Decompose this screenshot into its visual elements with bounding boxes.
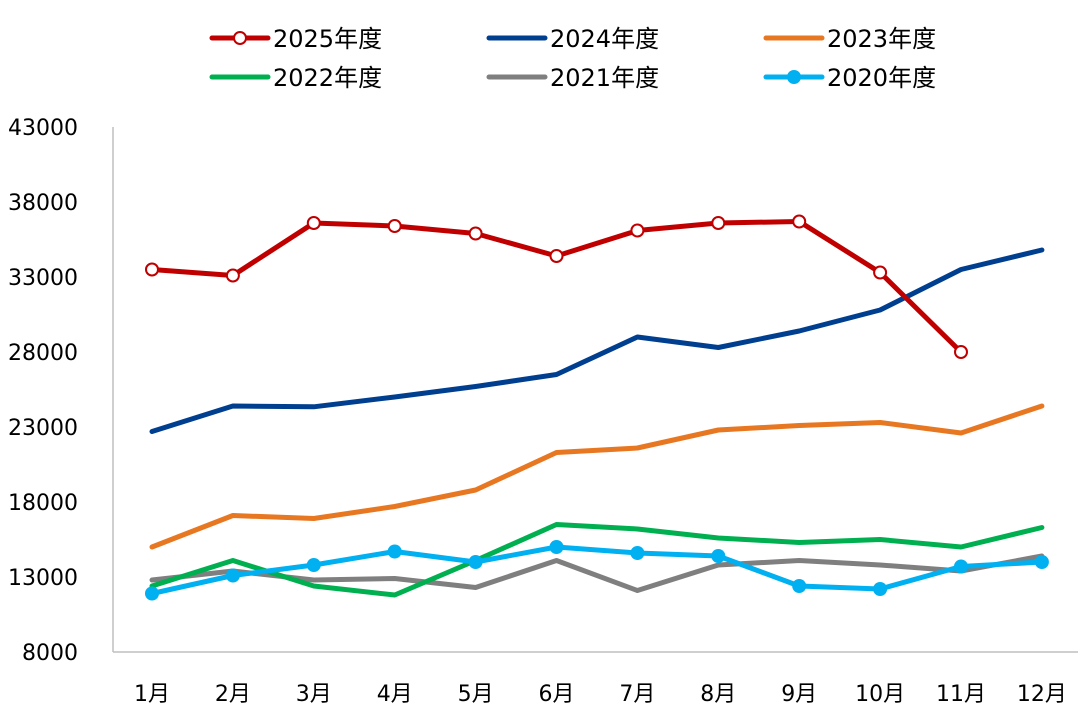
legend-marker [233,31,247,45]
data-point [549,249,564,263]
data-point [954,345,968,359]
legend-item-2022: 2022年度 [209,64,382,92]
legend-item-2024: 2024年度 [486,25,659,53]
series-line-2020 [149,544,1045,596]
legend-item-2025: 2025年度 [209,25,382,53]
series-line-2024 [149,247,1045,434]
legend-item-2020: 2020年度 [763,64,936,92]
x-tick-label: 7月 [619,682,655,707]
data-point [387,544,402,559]
series-line-2022 [149,522,1045,598]
legend-item-2023: 2023年度 [763,25,936,53]
data-point [468,555,483,569]
series-2024 [149,247,1045,434]
x-tick-label: 9月 [781,682,817,707]
plot-area [145,214,1049,601]
data-point [630,546,645,560]
series-2025 [145,214,968,359]
legend-marker [787,70,801,84]
data-point [225,268,240,283]
data-point [225,568,240,583]
series-2022 [149,522,1045,598]
data-point [145,586,159,601]
legend: 2025年度 2024年度 2023年度 2022年度 2021年度 2020年度 [209,25,936,92]
x-tick-label: 3月 [296,682,332,707]
legend-label: 2024年度 [550,25,659,53]
legend-label: 2020年度 [827,64,936,92]
x-axis: 1月 2月 3月 4月 5月 6月 7月 8月 9月 10月 11月 12月 [113,651,1078,707]
data-point [792,579,807,593]
y-tick-label: 38000 [8,191,78,216]
data-point [711,216,726,230]
series-line-2025 [149,219,964,355]
x-tick-label: 4月 [377,682,413,707]
legend-label: 2025年度 [273,25,382,53]
y-tick-label: 33000 [8,266,78,291]
data-point [630,223,645,238]
y-tick-label: 43000 [8,116,78,141]
data-point [873,582,888,596]
data-point [306,216,321,230]
data-point [145,262,159,277]
series-line-2021 [149,553,1045,593]
data-point [387,219,402,233]
y-axis: 43000 38000 33000 28000 23000 18000 13000 8000 [8,116,114,666]
data-point [792,214,807,229]
y-tick-label: 18000 [8,491,78,516]
legend-item-2021: 2021年度 [486,64,659,92]
x-tick-label: 5月 [458,682,494,707]
legend-label: 2023年度 [827,25,936,53]
data-point [306,558,321,572]
y-tick-label: 23000 [8,416,78,441]
x-tick-label: 10月 [855,682,905,707]
x-tick-label: 8月 [700,682,736,707]
data-point [1034,555,1049,569]
y-tick-label: 28000 [8,341,78,366]
series-line-2023 [149,403,1045,550]
legend-label: 2022年度 [273,64,382,92]
data-point [873,265,888,280]
series-2020 [145,540,1049,601]
legend-label: 2021年度 [550,64,659,92]
y-tick-label: 8000 [22,641,78,666]
x-tick-label: 2月 [215,682,251,707]
y-tick-label: 13000 [8,566,78,591]
x-tick-label: 6月 [539,682,575,707]
data-point [711,549,726,563]
data-point [954,559,968,574]
series-2023 [149,403,1045,550]
x-tick-label: 12月 [1017,682,1067,707]
data-point [549,540,564,554]
data-point [468,226,483,241]
series-2021 [149,553,1045,593]
x-tick-label: 11月 [936,682,986,707]
x-tick-label: 1月 [134,682,170,707]
